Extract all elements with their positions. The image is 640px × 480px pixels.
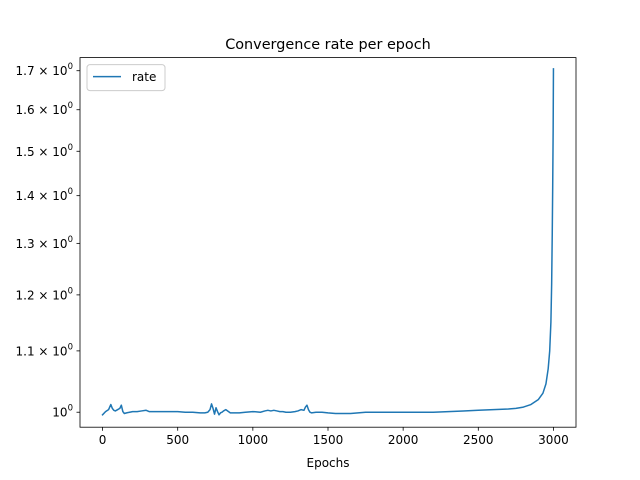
y-tick-prefix: 1.6 ×	[16, 103, 53, 117]
x-tick-label: 500	[166, 433, 189, 447]
y-tick-label: 1.6 × 100	[16, 101, 73, 117]
y-tick-prefix: 1.1 ×	[16, 344, 53, 358]
x-tick-label: 0	[99, 433, 107, 447]
y-tick-prefix: 1.5 ×	[16, 145, 53, 159]
y-tick-exponent: 0	[68, 143, 73, 153]
y-tick-mantissa: 10	[52, 64, 67, 78]
y-tick-label: 1.4 × 100	[16, 187, 73, 203]
series-line-rate	[101, 68, 555, 416]
y-tick-exponent: 0	[68, 404, 73, 414]
y-tick-prefix: 1.4 ×	[16, 189, 53, 203]
x-tick-label: 2000	[388, 433, 419, 447]
y-tick-mantissa: 10	[52, 103, 67, 117]
x-axis: 0 500 1000 1500 2000 2500 3000	[99, 427, 569, 447]
y-tick-label: 1.1 × 100	[16, 342, 73, 358]
y-tick-exponent: 0	[68, 235, 73, 245]
y-tick-label: 1.3 × 100	[16, 235, 73, 251]
y-tick-label: 1.5 × 100	[16, 143, 73, 159]
y-tick-prefix: 1.3 ×	[16, 237, 53, 251]
y-tick-exponent: 0	[68, 101, 73, 111]
plot-area	[101, 68, 555, 416]
y-tick-mantissa: 10	[52, 344, 67, 358]
y-tick-prefix: 1.7 ×	[16, 64, 53, 78]
y-tick-mantissa: 10	[52, 189, 67, 203]
y-tick-label: 1.2 × 100	[16, 286, 73, 302]
y-tick-prefix: 1.2 ×	[16, 288, 53, 302]
x-tick-label: 3000	[538, 433, 569, 447]
y-tick-exponent: 0	[68, 286, 73, 296]
y-tick-exponent: 0	[68, 187, 73, 197]
legend-box	[86, 64, 166, 92]
chart-title: Convergence rate per epoch	[225, 37, 431, 53]
y-tick-exponent: 0	[68, 342, 73, 352]
x-axis-label: Epochs	[307, 456, 350, 470]
x-tick-label: 2500	[463, 433, 494, 447]
legend: rate	[86, 64, 166, 92]
y-tick-label: 100	[52, 404, 73, 420]
y-tick-mantissa: 10	[52, 145, 67, 159]
axes-frame	[79, 57, 577, 428]
y-tick-mantissa: 10	[52, 406, 67, 420]
x-tick-label: 1000	[238, 433, 269, 447]
legend-label-rate: rate	[132, 70, 156, 84]
y-tick-mantissa: 10	[52, 237, 67, 251]
y-tick-exponent: 0	[68, 62, 73, 72]
y-tick-label: 1.7 × 100	[16, 62, 73, 78]
x-tick-label: 1500	[313, 433, 344, 447]
y-tick-mantissa: 10	[52, 288, 67, 302]
